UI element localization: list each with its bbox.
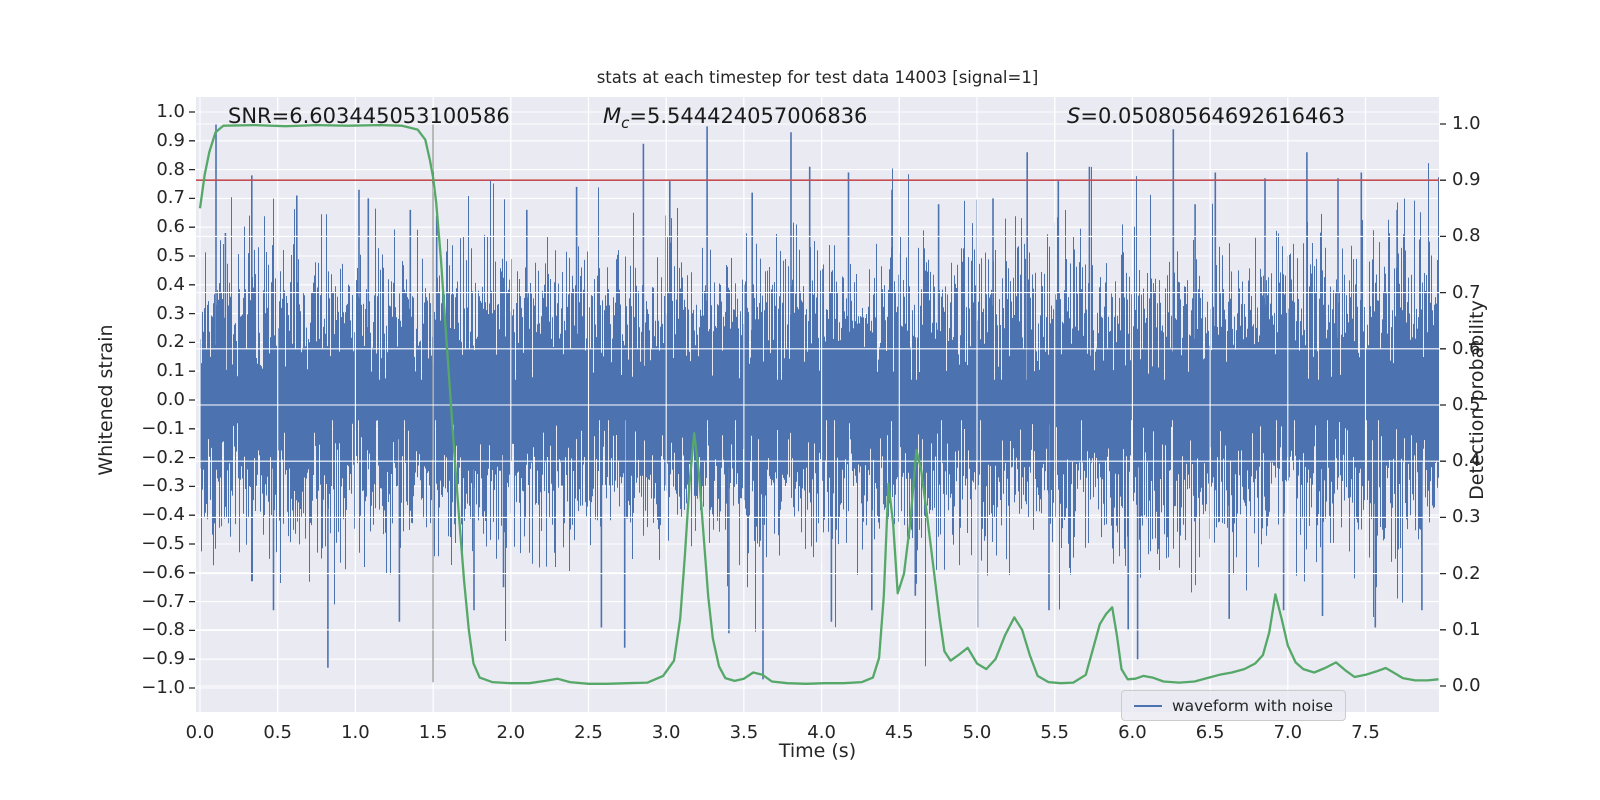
y-axis-label-left: Whitened strain [95, 324, 117, 476]
y-tick-label-right: 0.4 [1452, 450, 1481, 472]
y-tick-label-left: −0.4 [141, 504, 185, 526]
x-tick-label: 1.0 [341, 722, 370, 743]
legend-line-sample [1134, 704, 1162, 707]
x-tick-label: 0.0 [185, 722, 215, 743]
annotation-chirp-mass: Mc=5.544424057006836 [603, 104, 868, 131]
legend: waveform with noise [1121, 690, 1346, 721]
x-tick-label: 5.0 [962, 722, 992, 743]
chart-title: stats at each timestep for test data 140… [596, 68, 1039, 87]
s-value: =0.05080564692616463 [1080, 104, 1346, 128]
y-tick-label-left: 0.2 [156, 331, 185, 353]
y-tick-label-right: 0.2 [1452, 562, 1481, 584]
x-tick-label: 3.5 [729, 722, 759, 743]
y-tick-label-left: −0.8 [141, 619, 185, 641]
y-tick-label-right: 0.1 [1452, 618, 1481, 640]
x-tick-label: 5.5 [1040, 722, 1069, 743]
waveform-spikes [215, 123, 1423, 680]
mc-prefix: M [603, 104, 622, 128]
y-tick-label-left: 0.4 [156, 273, 185, 295]
y-tick-label-right: 0.7 [1452, 281, 1481, 303]
y-tick-label-right: 0.0 [1452, 675, 1481, 696]
mc-value: =5.544424057006836 [629, 104, 868, 128]
y-tick-label-left: −0.3 [141, 475, 185, 497]
annotation-s-stat: S=0.05080564692616463 [1067, 104, 1345, 128]
x-tick-label: 3.0 [651, 722, 681, 743]
y-tick-label-left: 0.3 [156, 302, 185, 324]
y-tick-label-right: 0.9 [1452, 169, 1481, 191]
y-tick-label-left: −0.6 [141, 561, 185, 583]
axis-tick-marks [189, 111, 1446, 689]
x-tick-label: 2.0 [496, 722, 526, 743]
y-tick-label-left: −0.5 [141, 533, 185, 554]
y-tick-label-left: 0.5 [156, 245, 185, 266]
y-tick-label-left: 1.0 [156, 101, 185, 122]
y-tick-label-left: 0.7 [156, 187, 185, 209]
gridlines-over [196, 97, 1439, 712]
mc-subscript: c [621, 114, 630, 132]
x-tick-label: 4.5 [884, 722, 914, 743]
legend-label: waveform with noise [1172, 696, 1333, 715]
x-tick-label: 7.0 [1273, 722, 1303, 743]
snr-prefix: SNR [228, 104, 272, 128]
y-tick-label-right: 0.5 [1452, 394, 1481, 415]
x-tick-label: 7.5 [1351, 722, 1380, 743]
x-axis-label: Time (s) [778, 740, 857, 762]
y-tick-label-left: 0.9 [156, 129, 185, 151]
x-tick-label: 2.5 [574, 722, 603, 743]
snr-value: =6.603445053100586 [271, 104, 510, 128]
y-tick-label-right: 0.8 [1452, 225, 1481, 247]
y-tick-label-left: −0.7 [141, 590, 185, 612]
y-tick-label-left: −0.9 [141, 648, 185, 670]
y-tick-label-left: −1.0 [141, 677, 185, 698]
detection-probability-series [198, 123, 1439, 685]
y-tick-label-left: 0.0 [156, 389, 185, 410]
x-tick-label: 4.0 [807, 722, 836, 743]
y-tick-label-left: 0.1 [156, 360, 185, 382]
x-tick-label: 6.5 [1195, 722, 1225, 743]
y-tick-label-right: 1.0 [1452, 113, 1481, 134]
y-tick-label-right: 0.6 [1452, 337, 1481, 359]
y-tick-label-right: 0.3 [1452, 506, 1481, 528]
s-prefix: S [1067, 104, 1081, 128]
x-tick-label: 1.5 [418, 722, 448, 743]
y-tick-label-left: 0.8 [156, 158, 185, 180]
y-tick-label-left: −0.1 [141, 417, 185, 439]
x-tick-label: 6.0 [1118, 722, 1147, 743]
annotation-snr: SNR=6.603445053100586 [228, 104, 510, 128]
y-tick-label-left: −0.2 [141, 446, 185, 468]
x-tick-label: 0.5 [263, 722, 292, 743]
y-tick-label-left: 0.6 [156, 216, 185, 238]
